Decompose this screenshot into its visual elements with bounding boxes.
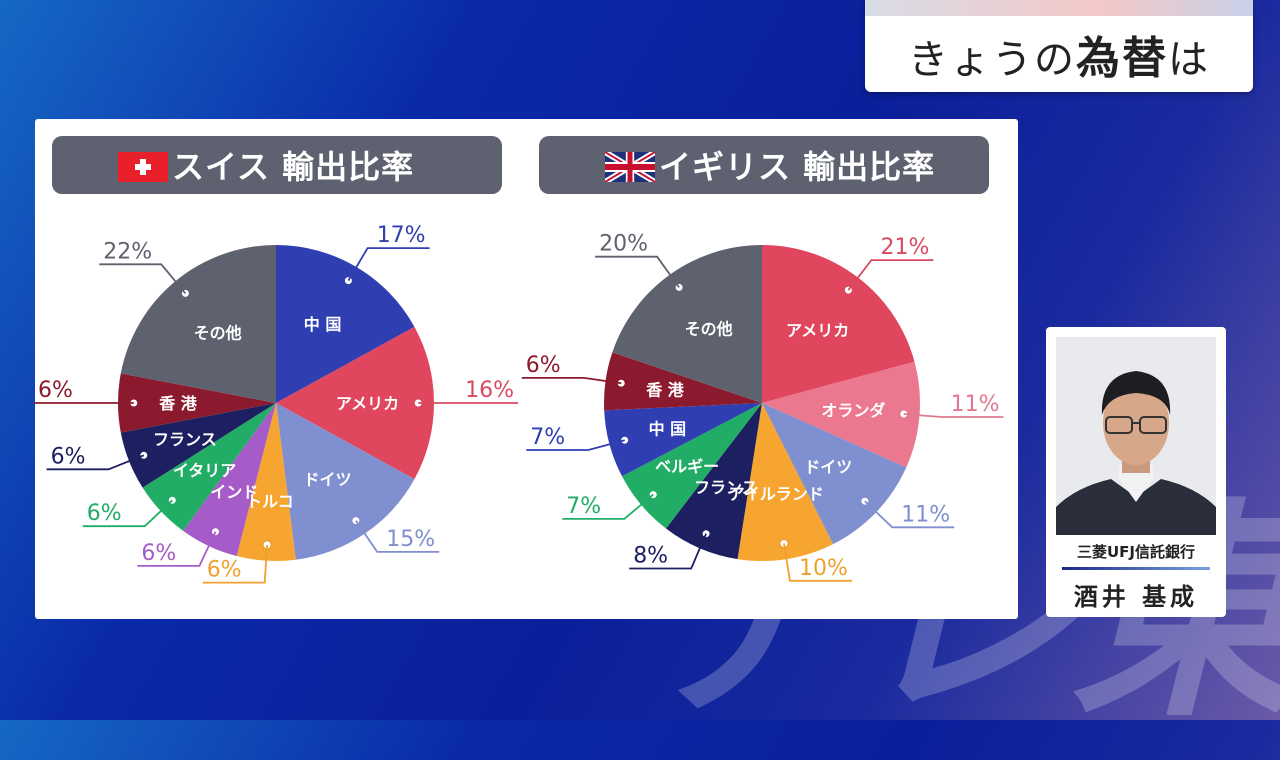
swiss-slice-4 <box>183 403 276 557</box>
speaker-divider <box>1062 567 1210 570</box>
uk-slice-2 <box>762 403 907 545</box>
uk-value-label-0: 21% <box>880 235 929 260</box>
swiss-slice-8 <box>120 245 276 403</box>
swiss-chart-header: スイス 輸出比率 <box>52 136 502 194</box>
uk-slice-label-2: ドイツ <box>804 457 852 476</box>
swiss-slice-label-8: その他 <box>194 323 242 342</box>
uk-slice-label-5: ベルギー <box>655 457 719 476</box>
uk-slice-6 <box>604 403 762 477</box>
swiss-slice-2 <box>276 403 415 560</box>
swiss-chart-title: スイス 輸出比率 <box>172 148 415 186</box>
show-title-suffix: は <box>1168 37 1210 83</box>
uk-leader-line-8 <box>595 255 680 288</box>
uk-chart-header: イギリス 輸出比率 <box>539 136 989 194</box>
uk-slice-3 <box>737 403 834 561</box>
switzerland-flag-icon <box>118 152 168 182</box>
uk-slice-4 <box>665 403 762 560</box>
swiss-value-label-7: 6% <box>38 378 73 403</box>
swiss-slice-label-6: フランス <box>153 430 217 449</box>
united-kingdom-flag-icon <box>605 152 655 182</box>
uk-slice-label-0: アメリカ <box>786 321 849 340</box>
show-title-prefix: きょうの <box>908 37 1076 83</box>
uk-slice-1 <box>762 361 920 468</box>
swiss-slice-6 <box>120 403 276 488</box>
uk-leader-line-3 <box>783 543 852 582</box>
swiss-value-label-5: 6% <box>87 501 122 526</box>
swiss-slice-label-1: アメリカ <box>336 394 399 413</box>
swiss-slice-label-2: ドイツ <box>303 470 351 489</box>
uk-leader-line-6 <box>526 439 625 451</box>
swiss-slice-label-5: イタリア <box>173 461 236 480</box>
swiss-leader-line-4 <box>137 531 217 567</box>
swiss-value-label-2: 15% <box>386 527 435 552</box>
swiss-slice-3 <box>236 403 296 561</box>
swiss-slice-label-3: トルコ <box>246 492 294 511</box>
speaker-organization: 三菱UFJ信託銀行 <box>1076 543 1195 561</box>
uk-slice-8 <box>612 245 762 403</box>
swiss-slice-7 <box>118 373 277 433</box>
show-title-bold: 為替 <box>1076 33 1168 84</box>
swiss-value-label-3: 6% <box>207 558 242 583</box>
uk-leader-line-0 <box>847 259 934 291</box>
swiss-value-label-6: 6% <box>51 444 86 469</box>
uk-slice-label-6: 中 国 <box>649 420 687 439</box>
swiss-slice-label-4: インド <box>210 483 258 502</box>
uk-slice-label-4: フランス <box>694 478 758 497</box>
swiss-pie: 中 国 17% アメリカ 16% ドイツ 15% トルコ 6% インド 6% イタリア 6% フランス 6… <box>34 223 518 584</box>
uk-value-label-2: 11% <box>901 502 950 527</box>
uk-leader-line-1 <box>903 413 1004 418</box>
uk-slice-label-7: 香 港 <box>645 380 685 399</box>
swiss-leader-line-8 <box>99 263 187 294</box>
uk-value-label-7: 6% <box>526 353 561 378</box>
swiss-slice-label-0: 中 国 <box>304 315 342 334</box>
uk-chart-title: イギリス 輸出比率 <box>659 148 936 186</box>
show-title-box: きょうの為替は <box>865 0 1253 92</box>
swiss-slice-1 <box>276 326 435 480</box>
uk-value-label-8: 20% <box>599 232 648 257</box>
swiss-value-label-1: 16% <box>465 378 514 403</box>
uk-value-label-3: 10% <box>799 556 848 581</box>
swiss-value-label-0: 17% <box>377 223 426 248</box>
show-title: きょうの為替は <box>865 22 1253 86</box>
uk-slice-0 <box>762 245 915 403</box>
uk-slice-label-1: オランダ <box>821 401 885 420</box>
speaker-portrait-icon <box>1056 337 1216 535</box>
uk-leader-line-2 <box>864 500 955 529</box>
swiss-slice-label-7: 香 港 <box>158 394 198 413</box>
speaker-name: 酒井 基成 <box>1073 583 1199 611</box>
swiss-leader-line-5 <box>82 499 173 528</box>
uk-value-label-4: 8% <box>633 544 668 569</box>
swiss-value-label-8: 22% <box>103 239 152 264</box>
uk-leader-line-4 <box>629 533 707 570</box>
title-accent-strip <box>865 0 1253 16</box>
swiss-leader-line-2 <box>355 520 440 553</box>
swiss-slice-0 <box>276 245 415 403</box>
uk-value-label-5: 7% <box>566 494 601 519</box>
uk-slice-7 <box>603 352 762 411</box>
swiss-value-label-4: 6% <box>141 541 176 566</box>
pie-charts: 中 国 17% アメリカ 16% ドイツ 15% トルコ 6% インド 6% イタリア 6% フランス 6… <box>34 223 1004 584</box>
uk-value-label-6: 7% <box>530 425 565 450</box>
swiss-leader-line-6 <box>46 454 145 471</box>
uk-value-label-1: 11% <box>951 392 1000 417</box>
swiss-leader-line-0 <box>347 247 430 282</box>
speaker-photo <box>1056 337 1216 535</box>
uk-leader-line-5 <box>562 493 654 520</box>
swiss-leader-line-3 <box>202 544 268 584</box>
uk-leader-line-7 <box>521 376 622 385</box>
speaker-card: 三菱UFJ信託銀行 酒井 基成 <box>1046 327 1226 617</box>
uk-slice-label-3: アイルランド <box>729 485 824 504</box>
uk-slice-label-8: その他 <box>685 320 733 339</box>
uk-pie: アメリカ 21% オランダ 11% ドイツ 11% アイルランド 10% フランス 8% ベルギー 7… <box>521 232 1004 582</box>
